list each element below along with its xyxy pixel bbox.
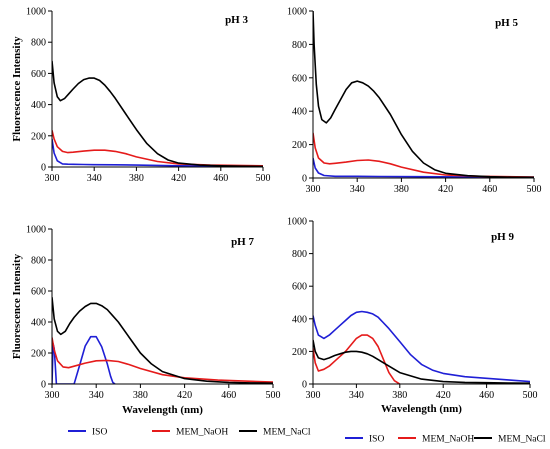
series-line-mem-nacl [52, 60, 263, 167]
y-tick-label: 600 [292, 282, 307, 293]
panel-label: pH 3 [225, 14, 248, 26]
y-tick-label: 400 [292, 107, 307, 118]
y-tick-label: 1000 [287, 7, 307, 18]
x-tick-label: 380 [129, 173, 144, 184]
x-tick-label: 300 [45, 390, 60, 401]
chart-panel-3: 0 200 400 600 800 1000 300 340 380 420 460 500 pH 7 F… [11, 225, 281, 417]
y-tick-label: 600 [292, 73, 307, 84]
y-tick-label: 600 [31, 287, 46, 298]
legend-label-mem-nacl: MEM_NaCl [498, 435, 546, 445]
x-tick-label: 420 [438, 184, 453, 195]
x-tick-label: 460 [213, 173, 228, 184]
series-line-iso [52, 335, 116, 384]
x-tick-label: 500 [527, 184, 542, 195]
legend-label-mem-naoh: MEM_NaOH [422, 435, 474, 445]
y-tick-label: 200 [31, 349, 46, 360]
series-line-mem-naoh [313, 132, 534, 178]
series-line-mem-naoh [52, 337, 273, 383]
x-tick-label: 420 [436, 390, 451, 401]
legends: ISO MEM_NaOH MEM_NaCl ISO MEM_NaOH MEM_NaCl [68, 428, 546, 445]
y-tick-label: 400 [292, 314, 307, 325]
y-tick-label: 800 [31, 256, 46, 267]
x-tick-label: 340 [350, 184, 365, 195]
y-tick-label: 400 [31, 100, 46, 111]
y-tick-label: 800 [292, 249, 307, 260]
x-tick-label: 380 [133, 390, 148, 401]
series-line-iso [313, 310, 530, 383]
x-tick-label: 300 [45, 173, 60, 184]
y-tick-label: 600 [31, 69, 46, 80]
y-tick-label: 1000 [26, 7, 46, 18]
series-line-iso [52, 138, 263, 167]
y-tick-label: 0 [41, 380, 46, 391]
legend-label-mem-nacl: MEM_NaCl [263, 428, 311, 438]
x-axis-label: Wavelength (nm) [122, 404, 203, 416]
panel-label: pH 9 [491, 231, 514, 243]
series-line-iso [313, 157, 534, 178]
x-tick-label: 380 [394, 184, 409, 195]
y-tick-label: 200 [292, 140, 307, 151]
x-tick-label: 420 [177, 390, 192, 401]
chart-panels: 0 200 400 600 800 1000 300 340 380 420 460 500 pH 3 F… [11, 7, 542, 417]
y-tick-label: 1000 [26, 225, 46, 236]
series-line-mem-naoh [52, 130, 263, 167]
panel-label: pH 5 [495, 17, 518, 29]
x-tick-label: 460 [479, 390, 494, 401]
y-tick-label: 400 [31, 318, 46, 329]
x-axis-label: Wavelength (nm) [381, 403, 462, 415]
legend-label-iso: ISO [92, 428, 107, 438]
y-tick-label: 800 [292, 40, 307, 51]
legend-label-iso: ISO [369, 435, 384, 445]
x-tick-label: 500 [523, 390, 538, 401]
legend-label-mem-naoh: MEM_NaOH [176, 428, 228, 438]
legend-left: ISO MEM_NaOH MEM_NaCl [68, 428, 311, 438]
y-tick-label: 200 [292, 347, 307, 358]
panel-label: pH 7 [231, 236, 254, 248]
x-tick-label: 340 [89, 390, 104, 401]
x-tick-label: 500 [256, 173, 271, 184]
y-tick-label: 0 [302, 380, 307, 391]
x-tick-label: 300 [306, 390, 321, 401]
series-line-mem-naoh [313, 334, 401, 384]
x-tick-label: 460 [482, 184, 497, 195]
y-tick-label: 200 [31, 131, 46, 142]
y-tick-label: 800 [31, 38, 46, 49]
x-tick-label: 420 [171, 173, 186, 184]
x-tick-label: 340 [87, 173, 102, 184]
y-tick-label: 1000 [287, 217, 307, 228]
x-tick-label: 460 [221, 390, 236, 401]
y-axis-label: Fluorescence Intensity [11, 36, 23, 142]
y-tick-label: 0 [41, 163, 46, 174]
chart-panel-1: 0 200 400 600 800 1000 300 340 380 420 460 500 pH 3 F… [11, 7, 271, 185]
series-line-mem-nacl [313, 10, 534, 178]
series-line-mem-nacl [313, 339, 530, 384]
x-tick-label: 380 [392, 390, 407, 401]
legend-right: ISO MEM_NaOH MEM_NaCl [345, 435, 546, 445]
chart-panel-4: 0 200 400 600 800 1000 300 340 380 420 460 500 pH 9 W… [287, 217, 538, 416]
series-line-mem-nacl [52, 297, 273, 384]
y-axis-label: Fluorescence Intensity [11, 253, 23, 359]
chart-panel-2: 0 200 400 600 800 1000 300 340 380 420 460 500 pH 5 [287, 7, 542, 196]
x-tick-label: 340 [349, 390, 364, 401]
y-tick-label: 0 [302, 174, 307, 185]
x-tick-label: 300 [306, 184, 321, 195]
x-tick-label: 500 [266, 390, 281, 401]
